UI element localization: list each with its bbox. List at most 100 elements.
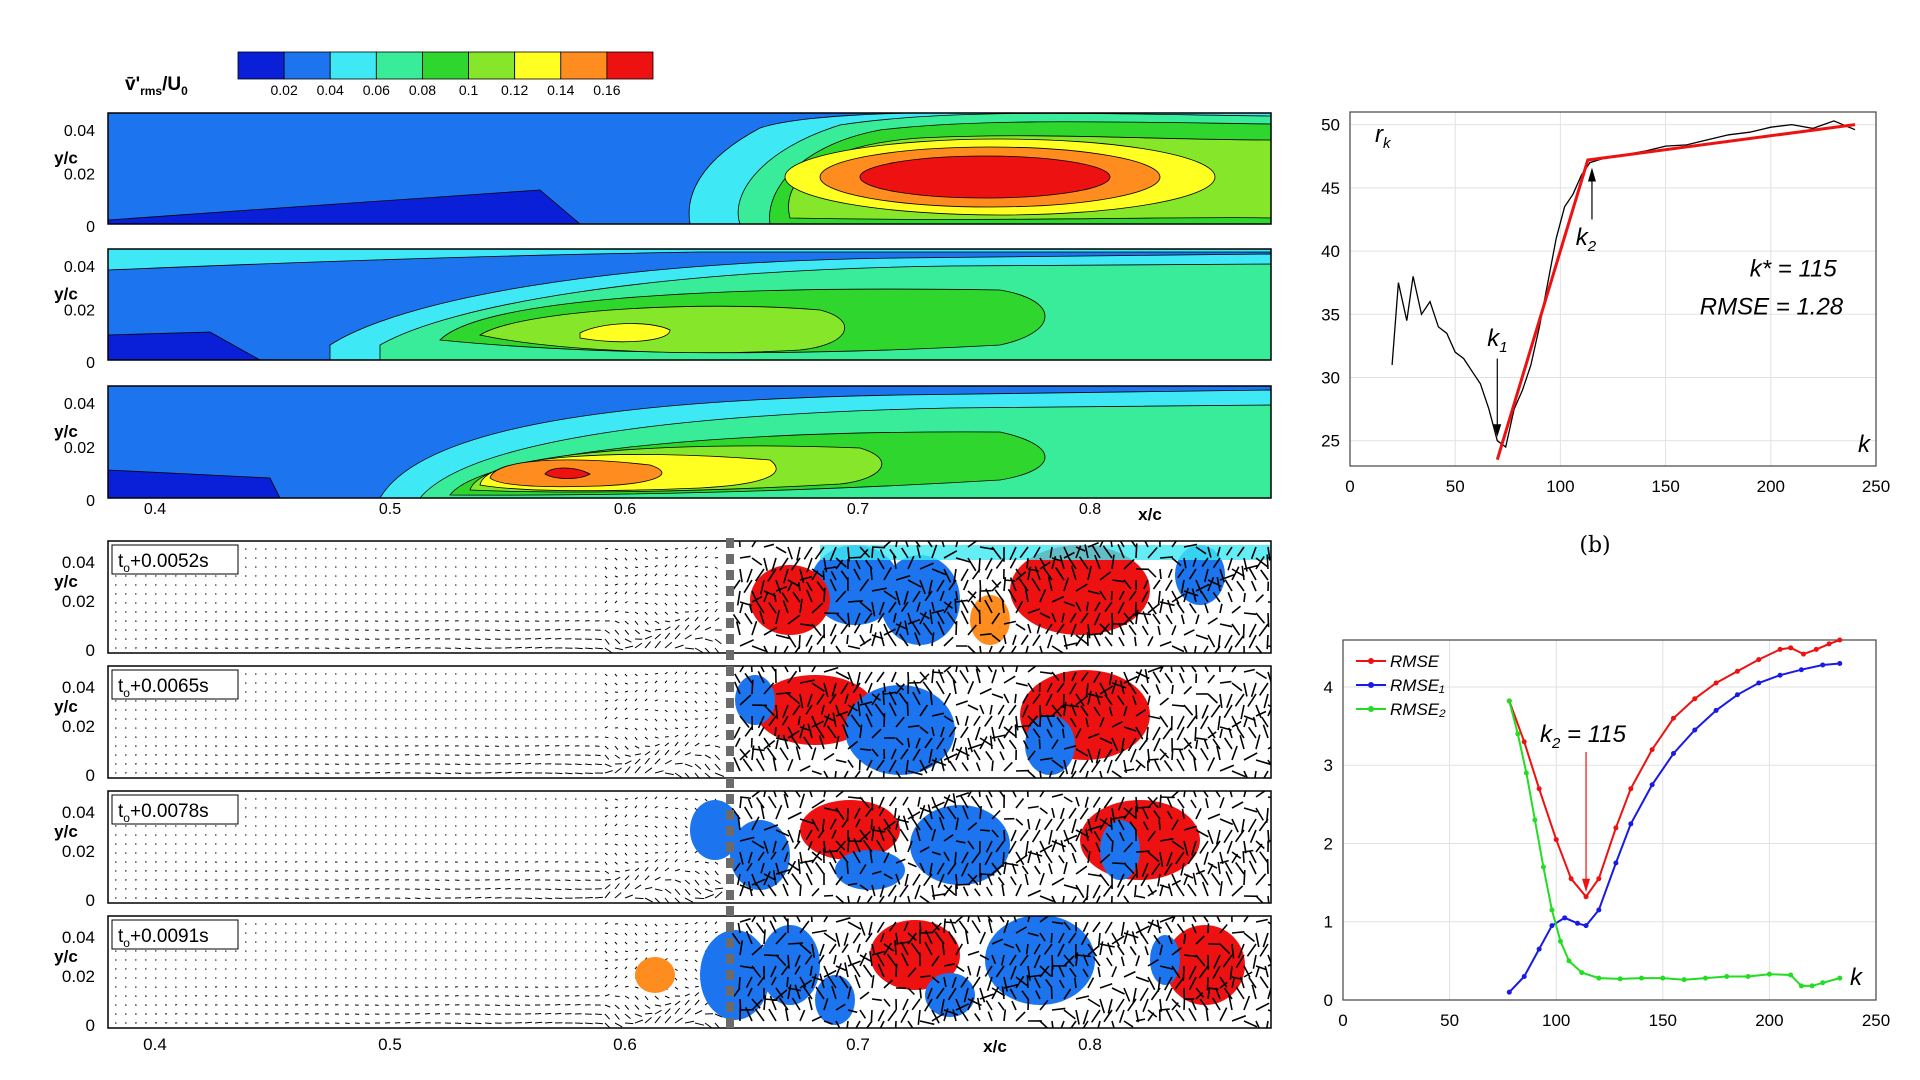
colorbar-label: v̄'rms/U0 <box>125 74 188 98</box>
annotation-k1: k1 <box>1487 325 1507 356</box>
legend-label: RMSE₁ <box>1390 676 1444 695</box>
ytick-label: 0 <box>1324 991 1333 1010</box>
vector-panel-2 <box>107 665 1272 779</box>
ytick-label: 2 <box>1324 834 1333 853</box>
vector-ylabel: y/c <box>54 572 78 591</box>
vector-ytick-label: 0.02 <box>62 717 95 736</box>
series-point <box>1788 645 1794 651</box>
colorbar-swatch <box>329 51 377 80</box>
colorbar-swatch <box>468 51 516 80</box>
series-point <box>1575 920 1581 926</box>
colorbar-swatch <box>283 51 331 80</box>
xtick-label: 200 <box>1757 477 1785 496</box>
xtick-label: 150 <box>1649 1011 1677 1030</box>
annotation-arrowhead <box>1582 878 1591 892</box>
series-point <box>1734 668 1740 674</box>
vector-ytick-label: 0 <box>86 891 95 910</box>
contour-ylabel: y/c <box>54 285 78 304</box>
ytick-label: 40 <box>1321 242 1340 261</box>
series-point <box>1628 821 1634 827</box>
vector-panel-1 <box>107 540 1272 654</box>
chart-rmse: 0 50 100 150 200 250 0 1 2 3 4 k RMSE RMSE₁ RMSE₂ k2 = … <box>1324 637 1890 1030</box>
time-label: to+0.0052s <box>118 551 209 575</box>
contour-xtick-label: 0.7 <box>847 501 869 518</box>
series-point <box>1734 692 1740 698</box>
contour-ytick-label: 0 <box>86 355 95 372</box>
colorbar-swatch <box>375 51 423 80</box>
series-point <box>1766 971 1772 977</box>
series-point <box>1702 975 1708 981</box>
series-point <box>1837 975 1843 981</box>
vector-xtick-label: 0.7 <box>846 1035 870 1054</box>
series-point <box>1549 923 1555 929</box>
time-label-box <box>111 544 239 575</box>
contour-panel-3 <box>107 385 1272 499</box>
colorbar-swatch <box>422 51 469 80</box>
series-point <box>1506 989 1512 995</box>
vector-ytick-label: 0.04 <box>62 928 95 947</box>
colorbar-tick-label: 0.08 <box>409 82 436 98</box>
series-point <box>1613 825 1619 831</box>
ytick-label: 1 <box>1324 913 1333 932</box>
vector-panel-4 <box>107 915 1272 1029</box>
xlabel: k <box>1850 964 1864 991</box>
ytick-label: 25 <box>1321 432 1340 451</box>
contour-panel-2 <box>107 248 1272 361</box>
ytick-label: 45 <box>1321 179 1340 198</box>
vector-xlabel: x/c <box>983 1037 1007 1056</box>
contour-ytick-label: 0.04 <box>64 259 95 276</box>
contour-ytick-label: 0.04 <box>64 123 95 140</box>
xtick-label: 50 <box>1440 1011 1459 1030</box>
chart-rk: 0 50 100 150 200 250 25 30 35 40 45 50 rk k k1 k2 k* = 1… <box>1321 111 1890 496</box>
series-point <box>1562 915 1568 921</box>
contour-xtick-label: 0.4 <box>144 501 166 518</box>
ytick-label: 50 <box>1321 116 1340 135</box>
series-point <box>1596 907 1602 913</box>
series-point <box>1553 837 1559 843</box>
series-point <box>1532 817 1538 823</box>
series-point <box>1777 646 1783 652</box>
contour-ylabel: y/c <box>54 422 78 441</box>
xtick-label: 100 <box>1542 1011 1570 1030</box>
time-label: to+0.0091s <box>118 926 209 950</box>
series-point <box>1756 657 1762 663</box>
legend-marker <box>1368 682 1374 688</box>
xtick-label: 200 <box>1755 1011 1783 1030</box>
colorbar-tick-label: 0.06 <box>363 82 390 98</box>
legend-label: RMSE₂ <box>1390 700 1446 719</box>
series-point <box>1506 698 1512 704</box>
colorbar-swatch <box>606 51 654 80</box>
annotation-arrowhead <box>1587 167 1596 182</box>
time-label-box <box>111 919 239 950</box>
vector-ytick-label: 0.04 <box>62 553 95 572</box>
ylabel: rk <box>1375 121 1392 152</box>
vector-xtick-label: 0.4 <box>143 1035 167 1054</box>
series-point <box>1692 696 1698 702</box>
series-point <box>1649 747 1655 753</box>
colorbar-tick-label: 0.16 <box>593 82 620 98</box>
series-point <box>1798 983 1804 989</box>
annotation-k2: k2 <box>1576 224 1597 255</box>
contour-ytick-label: 0.02 <box>64 440 95 457</box>
ytick-label: 30 <box>1321 369 1340 388</box>
series-point <box>1521 974 1527 980</box>
time-label-box <box>111 794 239 825</box>
contour-ytick-label: 0.02 <box>64 303 95 320</box>
series-point <box>1613 860 1619 866</box>
vector-ytick-label: 0.02 <box>62 842 95 861</box>
panel-b-label: (b) <box>1579 533 1610 558</box>
legend-marker <box>1368 658 1374 664</box>
vector-panel-3 <box>107 790 1272 904</box>
series-point <box>1692 727 1698 733</box>
xtick-label: 50 <box>1446 477 1465 496</box>
legend-label: RMSE <box>1390 652 1440 671</box>
plot-frame <box>1349 111 1877 467</box>
series-point <box>1579 970 1585 976</box>
plot-frame <box>1342 639 1877 1001</box>
series-point <box>1837 660 1843 666</box>
series-point <box>1670 750 1676 756</box>
vector-ylabel: y/c <box>54 697 78 716</box>
series-point <box>1521 739 1527 745</box>
contour-panel-1 <box>107 112 1272 225</box>
